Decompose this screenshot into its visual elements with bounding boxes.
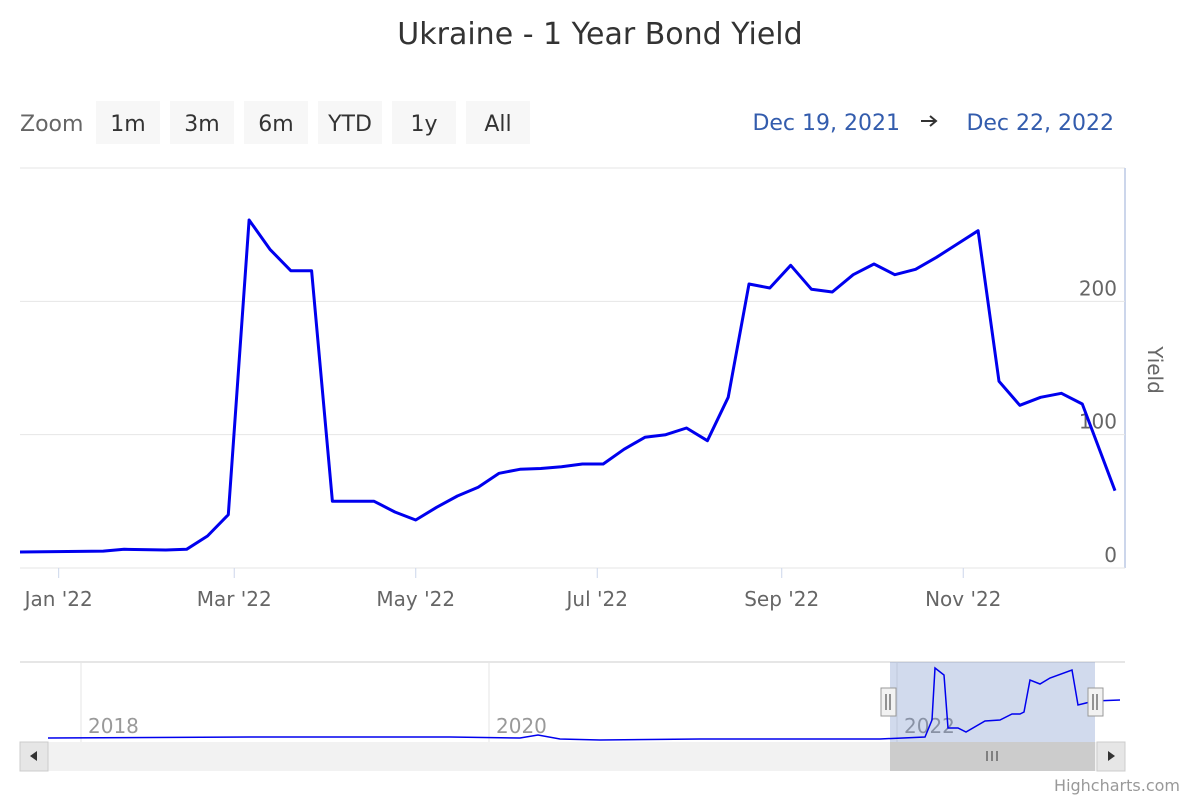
- zoom-button[interactable]: [244, 101, 308, 144]
- handle-grip: [885, 694, 891, 710]
- x-tick-label: May '22: [376, 587, 455, 611]
- zoom-button-label[interactable]: 1y: [410, 112, 437, 137]
- x-tick-label: Jan '22: [23, 587, 93, 611]
- navigator-label: 2020: [496, 714, 547, 738]
- x-tick-label: Nov '22: [925, 587, 1001, 611]
- zoom-button[interactable]: [392, 101, 456, 144]
- y-tick-label: 0: [1104, 543, 1117, 567]
- arrow-left: [30, 751, 37, 761]
- series-line: [19, 218, 1117, 554]
- zoom-button-label[interactable]: YTD: [327, 112, 372, 137]
- range-from: Dec 19, 2021: [752, 111, 900, 136]
- navigator-label: 2018: [88, 714, 139, 738]
- handle-grip: [1092, 694, 1098, 710]
- navigator-mask[interactable]: [890, 662, 1095, 742]
- navigator-handle[interactable]: [880, 687, 897, 717]
- zoom-button-label[interactable]: All: [484, 112, 511, 137]
- chart-title: Ukraine - 1 Year Bond Yield: [397, 17, 802, 52]
- credits[interactable]: Highcharts.com: [1054, 776, 1180, 795]
- range-to: Dec 22, 2022: [966, 111, 1114, 136]
- zoom-button[interactable]: [170, 101, 234, 144]
- arrow-right: [1108, 751, 1115, 761]
- zoom-button-label[interactable]: 1m: [110, 112, 145, 137]
- zoom-button[interactable]: [96, 101, 160, 144]
- zoom-buttons: 1m 3m 6m YTD 1y All: [96, 101, 530, 144]
- y-tick-label: 200: [1079, 276, 1117, 300]
- thumb-grip: [986, 751, 998, 761]
- y-axis-label: Yield: [1143, 345, 1167, 394]
- zoom-button-label[interactable]: 6m: [258, 112, 293, 137]
- zoom-label: Zoom: [20, 112, 83, 137]
- range-arrow: [921, 115, 938, 127]
- navigator: [20, 662, 1125, 742]
- x-tick-label: Jul '22: [565, 587, 628, 611]
- x-tick-label: Sep '22: [744, 587, 819, 611]
- x-tick-label: Mar '22: [197, 587, 272, 611]
- zoom-button[interactable]: [466, 101, 530, 144]
- navigator-series: [47, 666, 1121, 741]
- navigator-handle[interactable]: [1087, 687, 1104, 717]
- zoom-button[interactable]: [318, 101, 382, 144]
- zoom-button-label[interactable]: 3m: [184, 112, 219, 137]
